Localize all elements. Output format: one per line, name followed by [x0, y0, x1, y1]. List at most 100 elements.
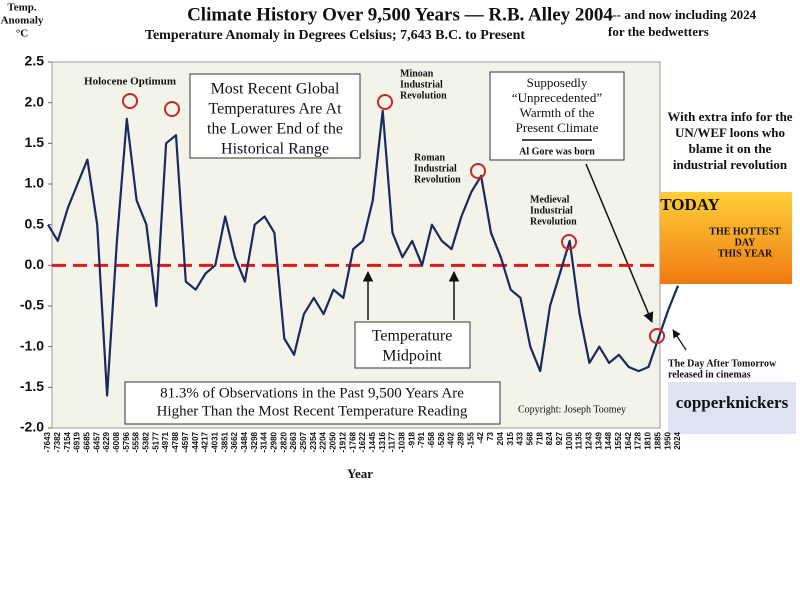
annotation-box	[189, 73, 361, 159]
x-tick-label: -2980	[270, 431, 279, 452]
x-tick-label: -155	[466, 431, 475, 448]
x-tick-label: -658	[427, 431, 436, 448]
y-tick-label: 1.5	[25, 134, 45, 150]
arrow	[585, 163, 654, 323]
x-tick-label: -6457	[92, 431, 101, 452]
annotation: The Day After Tomorrow	[668, 358, 777, 369]
x-tick-label: -2204	[319, 431, 328, 452]
x-tick-label: -2050	[329, 431, 338, 452]
highlight-circle	[470, 163, 486, 179]
y-tick-label: 1.0	[25, 175, 45, 191]
x-tick-label: -5382	[142, 431, 151, 452]
x-tick-label: -5796	[122, 431, 131, 452]
x-tick-label: -1912	[338, 431, 347, 452]
annotation: 81.3% of Observations in the Past 9,500 …	[160, 385, 464, 401]
x-tick-label: 2024	[673, 431, 682, 449]
annotation-box	[489, 71, 625, 161]
annotation: --- and now including 2024	[608, 7, 757, 22]
annotation-box	[354, 321, 471, 369]
x-tick-label: 315	[506, 431, 515, 445]
annotation: Roman	[414, 152, 446, 163]
x-tick-label: -402	[447, 431, 456, 448]
y-tick-label: -1.0	[20, 337, 44, 353]
annotation: Industrial	[400, 79, 443, 90]
x-tick-label: -918	[407, 431, 416, 448]
x-tick-label: -5558	[132, 431, 141, 452]
x-tick-label: -3298	[250, 431, 259, 452]
annotation: released in cinemas	[668, 369, 751, 380]
annotation: With extra info for the	[667, 109, 792, 124]
x-tick-label: -6008	[112, 431, 121, 452]
annotation: Al Gore was born	[519, 146, 595, 157]
highlight-circle	[561, 234, 577, 250]
annotation: Copyright: Joseph Toomey	[518, 404, 626, 415]
x-tick-label: 718	[535, 431, 544, 445]
annotation: Industrial	[530, 205, 573, 216]
annotation: Warmth of the	[520, 105, 595, 120]
x-tick-label: -1622	[358, 431, 367, 452]
x-tick-label: 1135	[575, 431, 584, 449]
y-axis-label: °C	[16, 28, 28, 40]
x-tick-label: -42	[476, 431, 485, 443]
annotation: Revolution	[400, 90, 447, 101]
x-tick-label: 568	[525, 431, 534, 445]
annotation: the Lower End of the	[207, 121, 343, 138]
annotation: Present Climate	[516, 120, 599, 135]
x-tick-label: -1445	[368, 431, 377, 452]
x-tick-label: -6685	[82, 431, 91, 452]
annotation: Temperature	[372, 328, 453, 345]
x-tick-label: -7154	[63, 431, 72, 452]
annotation: Industrial	[414, 163, 457, 174]
x-tick-label: -7643	[43, 431, 52, 452]
x-tick-label: -791	[417, 431, 426, 448]
x-tick-label: -4971	[161, 431, 170, 452]
annotation: THE HOTTEST	[709, 226, 781, 237]
x-tick-label: -6919	[73, 431, 82, 452]
x-tick-label: 1810	[644, 431, 653, 449]
x-tick-label: -4407	[191, 431, 200, 452]
image-hottest-day	[660, 192, 792, 284]
y-tick-label: 0.5	[25, 215, 45, 231]
annotation: Medieval	[530, 194, 570, 205]
y-tick-label: -1.5	[20, 378, 44, 394]
x-tick-label: 927	[555, 431, 564, 445]
y-axis-label: Temp.	[7, 2, 36, 14]
x-tick-label: -2354	[309, 431, 318, 452]
chart-subtitle: Temperature Anomaly in Degrees Celsius; …	[145, 28, 526, 43]
x-tick-label: 73	[486, 431, 495, 440]
x-tick-label: -3484	[240, 431, 249, 452]
annotation: Most Recent Global	[211, 81, 340, 98]
x-tick-label: -1768	[348, 431, 357, 452]
x-tick-label: -2507	[299, 431, 308, 452]
x-tick-label: 1552	[614, 431, 623, 449]
y-tick-label: 2.0	[25, 93, 45, 109]
series-line	[47, 109, 680, 397]
y-tick-label: -0.5	[20, 297, 44, 313]
y-tick-label: 0.0	[25, 256, 45, 272]
x-tick-label: -3662	[230, 431, 239, 452]
x-tick-label: 1642	[624, 431, 633, 449]
x-tick-label: -4031	[210, 431, 219, 452]
x-tick-label: 1885	[653, 431, 662, 449]
annotation: UN/WEF loons who	[675, 125, 785, 140]
x-tick-label: 824	[545, 431, 554, 445]
annotation: THIS YEAR	[718, 248, 773, 259]
x-tick-label: 1030	[565, 431, 574, 449]
x-tick-label: -3144	[260, 431, 269, 452]
x-tick-label: -1177	[388, 431, 397, 452]
y-axis-label: Anomaly	[1, 15, 44, 27]
chart-title: Climate History Over 9,500 Years — R.B. …	[187, 4, 613, 25]
x-tick-label: 204	[496, 431, 505, 445]
annotation: blame it on the	[689, 141, 772, 156]
annotation: Supposedly	[527, 75, 588, 90]
annotation: Revolution	[530, 216, 577, 227]
x-tick-label: -1316	[378, 431, 387, 452]
x-tick-label: -3851	[220, 431, 229, 452]
highlight-circle	[164, 101, 180, 117]
highlight-circle	[377, 94, 393, 110]
annotation-box	[124, 381, 501, 425]
x-tick-label: 1448	[604, 431, 613, 449]
annotation: “Unprecedented”	[512, 90, 602, 105]
x-tick-label: -2663	[289, 431, 298, 452]
